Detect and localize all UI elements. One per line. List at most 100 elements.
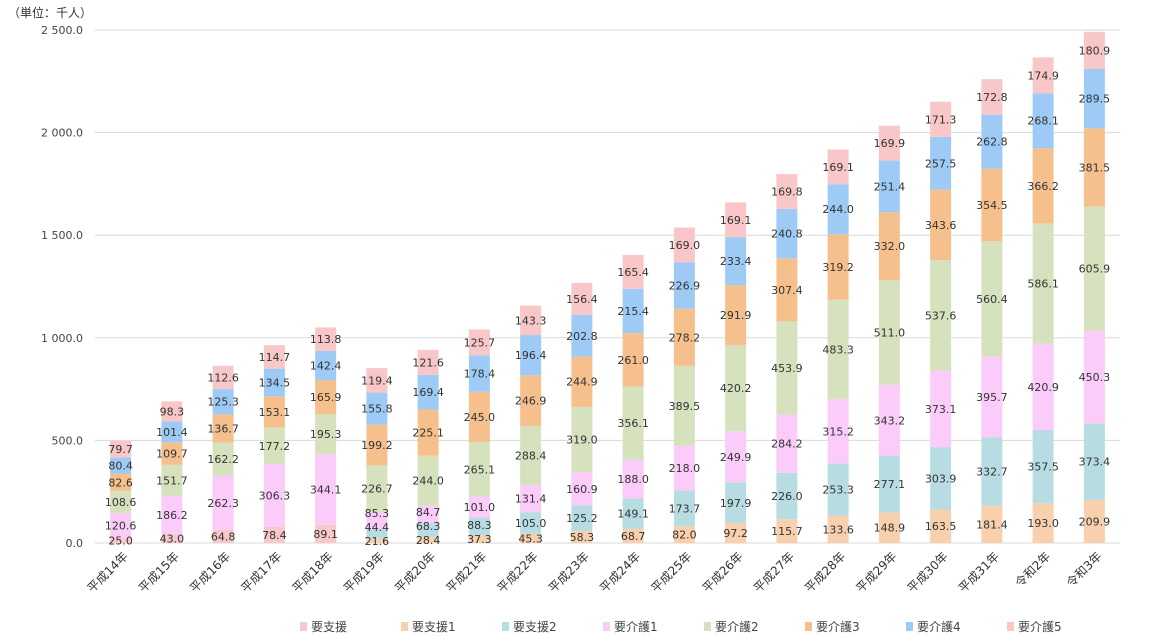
bar-segment: [571, 406, 593, 473]
x-tick-label: 平成26年: [700, 549, 746, 595]
bar-segment: [827, 234, 849, 300]
bar-segment: [161, 421, 183, 443]
data-label: 153.1: [259, 406, 291, 419]
data-label: 165.4: [617, 266, 649, 279]
data-label: 244.9: [566, 376, 598, 389]
bar-segment: [776, 414, 798, 473]
bar-segment: [1083, 499, 1105, 543]
bar-segment: [212, 414, 234, 443]
data-label: 511.0: [874, 327, 906, 340]
data-label: 343.2: [874, 414, 906, 427]
bar-segment: [1032, 57, 1054, 94]
bar-segment: [622, 459, 644, 499]
data-label: 195.3: [310, 428, 342, 441]
legend: 要支援 要支援1 要支援2 要介護1 要介護2 要介護3 要介護4 要介護5: [300, 618, 1108, 635]
data-label: 155.8: [361, 403, 393, 416]
bar-segment: [878, 385, 900, 456]
data-label: 88.3: [467, 519, 492, 532]
bar-segment: [1083, 128, 1105, 207]
data-label: 163.5: [925, 520, 957, 533]
x-tick-label: 平成20年: [392, 549, 438, 595]
bar-segment: [725, 285, 747, 345]
bar-segment: [1032, 343, 1054, 431]
data-label: 113.8: [310, 333, 342, 346]
data-label: 381.5: [1079, 161, 1111, 174]
y-tick-label: 500.0: [52, 434, 84, 447]
bar-segment: [315, 350, 337, 380]
data-label: 149.1: [617, 508, 649, 521]
bar-segment: [520, 375, 542, 427]
data-label: 249.9: [720, 451, 752, 464]
legend-swatch: [401, 622, 408, 631]
bar-segment: [725, 523, 747, 543]
data-label: 319.0: [566, 434, 598, 447]
bar-segment: [571, 315, 593, 357]
data-label: 172.8: [976, 91, 1008, 104]
bar-segment: [1032, 430, 1054, 504]
bar-segment: [930, 509, 952, 543]
x-tick-label: 平成30年: [905, 549, 951, 595]
bar-segment: [520, 335, 542, 376]
legend-label: 要介護3: [816, 620, 860, 634]
data-label: 82.0: [672, 529, 697, 542]
data-label: 80.4: [108, 460, 133, 473]
x-tick-label: 平成25年: [648, 549, 694, 595]
data-label: 315.2: [822, 425, 854, 438]
data-label: 343.6: [925, 219, 957, 232]
data-label: 240.8: [771, 228, 803, 241]
bar-segment: [622, 498, 644, 529]
data-label: 120.6: [105, 519, 137, 532]
data-label: 133.6: [822, 523, 854, 536]
bar-segment: [878, 212, 900, 281]
bar-segment: [673, 526, 695, 543]
data-label: 605.9: [1079, 263, 1111, 276]
data-label: 178.4: [464, 368, 496, 381]
data-label: 169.1: [720, 214, 752, 227]
data-label: 125.2: [566, 512, 598, 525]
data-label: 119.4: [361, 374, 393, 387]
data-label: 277.1: [874, 478, 906, 491]
data-label: 288.4: [515, 450, 547, 463]
bar-segment: [1083, 68, 1105, 129]
bar-segment: [622, 288, 644, 334]
bar-segment: [417, 537, 439, 543]
bar-segment: [673, 490, 695, 527]
data-label: 68.7: [621, 530, 646, 543]
bar-segment: [417, 349, 439, 375]
x-tick-label: 平成17年: [238, 549, 284, 595]
bar-segment: [366, 392, 388, 425]
data-label: 84.7: [416, 506, 441, 519]
data-label: 306.3: [259, 489, 291, 502]
data-label: 43.0: [160, 533, 185, 546]
data-label: 199.2: [361, 439, 393, 452]
bar-segment: [776, 208, 798, 259]
bar-segment: [827, 184, 849, 235]
x-tick-label: 平成16年: [187, 549, 233, 595]
bar-segment: [1032, 223, 1054, 344]
legend-swatch: [704, 622, 711, 631]
bar-segment: [878, 125, 900, 161]
bar-segment: [161, 442, 183, 465]
data-label: 169.8: [771, 186, 803, 199]
data-label: 21.6: [365, 535, 390, 548]
data-label: 453.9: [771, 362, 803, 375]
bar-segment: [827, 149, 849, 185]
data-label: 173.7: [669, 502, 701, 515]
data-label: 162.2: [207, 453, 239, 466]
x-tick-label: 平成27年: [751, 549, 797, 595]
bar-segment: [1032, 148, 1054, 224]
bar-segment: [212, 365, 234, 389]
data-label: 307.4: [771, 284, 803, 297]
bar-segment: [725, 237, 747, 286]
data-label: 68.3: [416, 520, 441, 533]
legend-item: 要介護4: [906, 618, 1007, 635]
x-tick-label: 平成29年: [853, 549, 899, 595]
bar-segment: [571, 472, 593, 506]
x-tick-label: 平成15年: [136, 549, 182, 595]
bar-segment: [878, 512, 900, 543]
bar-segment: [366, 424, 388, 466]
data-label: 181.4: [976, 518, 1008, 531]
data-label: 25.0: [108, 534, 133, 547]
x-tick-label: 平成24年: [597, 549, 643, 595]
